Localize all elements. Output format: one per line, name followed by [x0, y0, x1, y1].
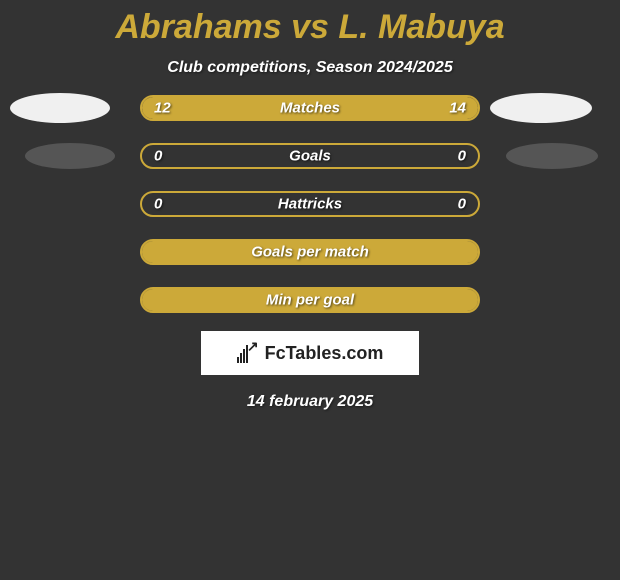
- subtitle: Club competitions, Season 2024/2025: [167, 59, 452, 77]
- value-left: 0: [154, 196, 162, 213]
- comparison-bar: Hattricks 0 0: [140, 191, 480, 217]
- comparison-row: Goals 0 0: [0, 143, 620, 169]
- comparison-row: Hattricks 0 0: [0, 191, 620, 217]
- value-left: 12: [154, 100, 171, 117]
- player-left-ellipse: [25, 143, 115, 169]
- player-right-ellipse: [490, 93, 592, 123]
- chart-area: Matches 12 14 Goals 0 0 Hattricks 0 0 Goals per m…: [0, 95, 620, 313]
- value-right: 14: [449, 100, 466, 117]
- player-left-ellipse: [10, 93, 110, 123]
- value-right: 0: [458, 196, 466, 213]
- bar-chart-icon: ↗: [237, 343, 261, 363]
- value-right: 0: [458, 148, 466, 165]
- metric-label: Goals: [289, 148, 331, 165]
- logo-box: ↗ FcTables.com: [201, 331, 419, 375]
- comparison-title: Abrahams vs L. Mabuya: [115, 8, 504, 47]
- metric-label: Hattricks: [278, 196, 342, 213]
- comparison-row: Goals per match: [0, 239, 620, 265]
- metric-label: Min per goal: [266, 292, 354, 309]
- value-left: 0: [154, 148, 162, 165]
- metric-label: Matches: [280, 100, 340, 117]
- logo-text: FcTables.com: [265, 343, 384, 364]
- comparison-bar: Min per goal: [140, 287, 480, 313]
- metric-label: Goals per match: [251, 244, 369, 261]
- comparison-bar: Matches 12 14: [140, 95, 480, 121]
- comparison-bar: Goals per match: [140, 239, 480, 265]
- comparison-row: Min per goal: [0, 287, 620, 313]
- date-text: 14 february 2025: [247, 393, 373, 411]
- comparison-row: Matches 12 14: [0, 95, 620, 121]
- player-right-ellipse: [506, 143, 598, 169]
- main-container: Abrahams vs L. Mabuya Club competitions,…: [0, 0, 620, 411]
- comparison-bar: Goals 0 0: [140, 143, 480, 169]
